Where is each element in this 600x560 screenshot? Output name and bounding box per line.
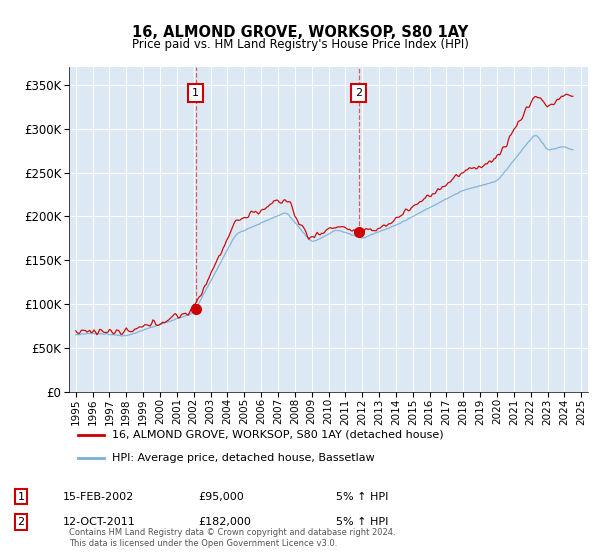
Text: 1: 1 bbox=[192, 88, 199, 98]
Text: HPI: Average price, detached house, Bassetlaw: HPI: Average price, detached house, Bass… bbox=[112, 453, 375, 463]
Text: 15-FEB-2002: 15-FEB-2002 bbox=[63, 492, 134, 502]
Text: 1: 1 bbox=[17, 492, 25, 502]
Text: 5% ↑ HPI: 5% ↑ HPI bbox=[336, 517, 388, 527]
Text: Price paid vs. HM Land Registry's House Price Index (HPI): Price paid vs. HM Land Registry's House … bbox=[131, 38, 469, 51]
Text: £95,000: £95,000 bbox=[198, 492, 244, 502]
Text: 5% ↑ HPI: 5% ↑ HPI bbox=[336, 492, 388, 502]
Text: 16, ALMOND GROVE, WORKSOP, S80 1AY: 16, ALMOND GROVE, WORKSOP, S80 1AY bbox=[132, 25, 468, 40]
Text: 2: 2 bbox=[355, 88, 362, 98]
Text: £182,000: £182,000 bbox=[198, 517, 251, 527]
Text: 16, ALMOND GROVE, WORKSOP, S80 1AY (detached house): 16, ALMOND GROVE, WORKSOP, S80 1AY (deta… bbox=[112, 430, 444, 440]
Text: Contains HM Land Registry data © Crown copyright and database right 2024.
This d: Contains HM Land Registry data © Crown c… bbox=[69, 528, 395, 548]
Text: 12-OCT-2011: 12-OCT-2011 bbox=[63, 517, 136, 527]
Text: 2: 2 bbox=[17, 517, 25, 527]
